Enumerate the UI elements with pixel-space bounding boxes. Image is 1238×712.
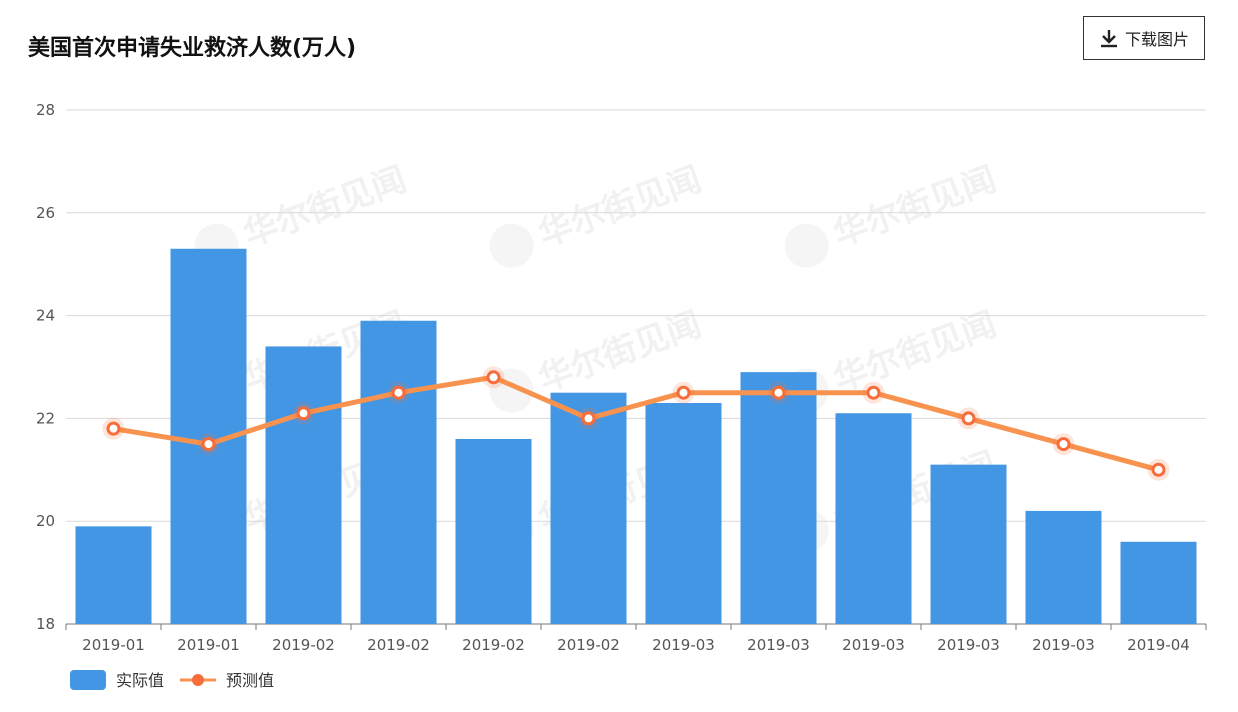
download-label: 下载图片	[1124, 30, 1189, 49]
x-tick-label: 2019-02	[557, 636, 620, 654]
line-point	[866, 385, 881, 400]
x-tick-label: 2019-01	[82, 636, 145, 654]
y-tick-label: 26	[36, 204, 55, 222]
line-point	[391, 385, 406, 400]
line-point	[201, 437, 216, 452]
chart-title: 美国首次申请失业救济人数(万人)	[28, 36, 357, 61]
watermark: 华尔街见闻	[489, 159, 707, 268]
bar	[455, 438, 532, 624]
x-tick-label: 2019-02	[272, 636, 335, 654]
line-point	[1056, 437, 1071, 452]
legend-bar-swatch	[70, 670, 106, 690]
y-tick-label: 20	[36, 512, 55, 530]
watermark: 华尔街见闻	[784, 159, 1002, 268]
bar	[1120, 541, 1197, 624]
line-point	[771, 385, 786, 400]
bar	[265, 346, 342, 624]
x-tick-label: 2019-02	[367, 636, 430, 654]
watermark-logo-icon	[489, 223, 534, 268]
x-tick-label: 2019-02	[462, 636, 525, 654]
line-point	[296, 406, 311, 421]
bar	[645, 402, 722, 624]
bar	[1025, 510, 1102, 624]
line-point	[581, 411, 596, 426]
x-tick-label: 2019-03	[652, 636, 715, 654]
bar	[740, 372, 817, 624]
y-tick-label: 28	[36, 101, 55, 119]
y-tick-label: 22	[36, 409, 55, 427]
y-tick-label: 24	[36, 307, 55, 325]
watermark-text: 华尔街见闻	[828, 159, 1001, 255]
bar	[550, 392, 627, 624]
line-point	[961, 411, 976, 426]
watermark-text: 华尔街见闻	[238, 159, 411, 255]
line-point	[106, 421, 121, 436]
bar	[930, 464, 1007, 624]
x-tick-label: 2019-04	[1127, 636, 1190, 654]
download-icon	[1099, 28, 1119, 48]
line-point	[1151, 462, 1166, 477]
legend: 实际值 预测值	[70, 670, 274, 690]
bar	[360, 320, 437, 624]
legend-dot-swatch	[192, 674, 204, 686]
line-point	[486, 370, 501, 385]
legend-label: 预测值	[226, 671, 274, 690]
x-tick-label: 2019-01	[177, 636, 240, 654]
watermark-text: 华尔街见闻	[828, 304, 1001, 400]
legend-label: 实际值	[116, 671, 164, 690]
x-tick-label: 2019-03	[937, 636, 1000, 654]
download-image-button[interactable]: 下载图片	[1083, 16, 1205, 60]
watermark-logo-icon	[784, 223, 829, 268]
line-point	[676, 385, 691, 400]
bar	[75, 526, 152, 624]
x-tick-label: 2019-03	[747, 636, 810, 654]
x-tick-label: 2019-03	[1032, 636, 1095, 654]
bar	[835, 413, 912, 624]
x-tick-label: 2019-03	[842, 636, 905, 654]
watermark-text: 华尔街见闻	[533, 159, 706, 255]
series-line	[111, 374, 1161, 473]
y-tick-label: 18	[36, 615, 55, 633]
